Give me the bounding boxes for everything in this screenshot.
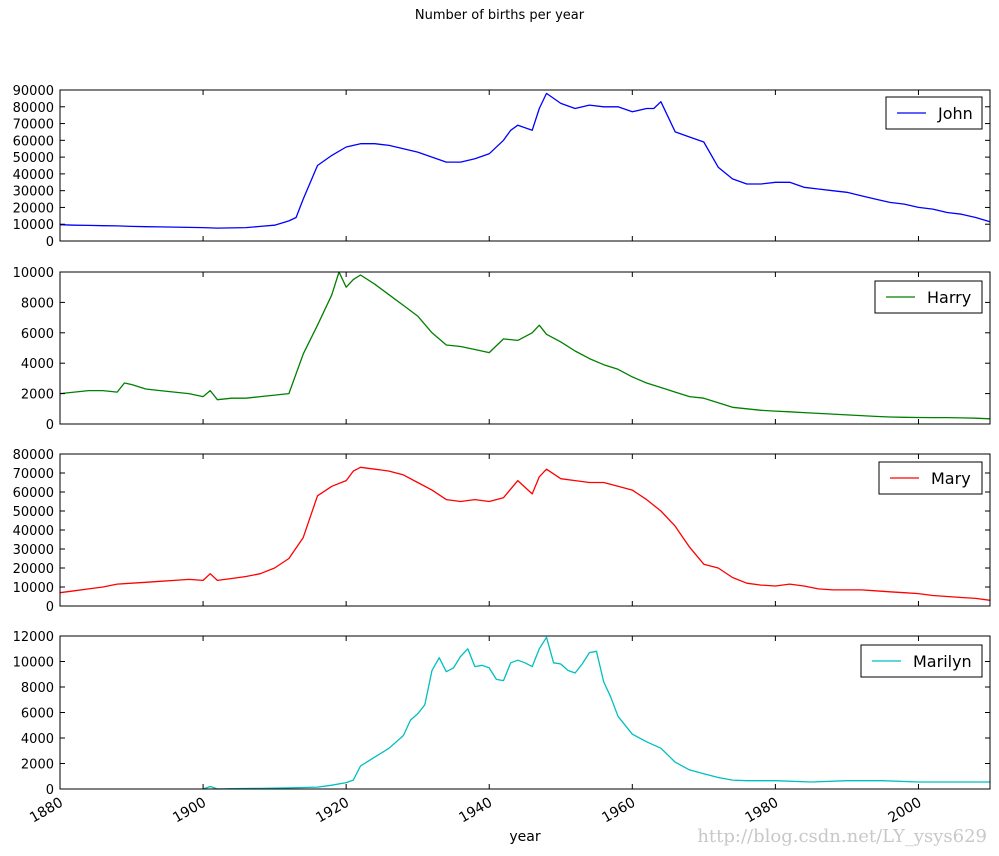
- y-tick-label: 0: [46, 235, 54, 250]
- chart-title: Number of births per year: [414, 8, 585, 23]
- y-tick-label: 12000: [13, 630, 54, 645]
- y-tick-label: 60000: [13, 486, 54, 501]
- x-tick-label: 2000: [886, 795, 925, 827]
- legend-label: Mary: [931, 469, 971, 488]
- y-tick-label: 50000: [13, 151, 54, 166]
- legend-box: [874, 280, 983, 314]
- y-tick-label: 6000: [21, 707, 54, 722]
- x-tick-label: 1900: [170, 795, 209, 827]
- x-tick-label: 1960: [599, 795, 638, 827]
- y-tick-label: 10000: [13, 656, 54, 671]
- axes-frame: [59, 453, 991, 607]
- x-axis-label: year: [509, 829, 541, 845]
- y-tick-label: 30000: [13, 543, 54, 558]
- y-tick-label: 50000: [13, 505, 54, 520]
- y-tick-label: 0: [46, 783, 54, 798]
- axes-frame: [59, 271, 991, 425]
- series-line-harry: [59, 271, 991, 420]
- legend-label: Marilyn: [913, 652, 972, 671]
- y-tick-label: 10000: [13, 581, 54, 596]
- y-tick-label: 30000: [13, 185, 54, 200]
- y-tick-label: 0: [46, 418, 54, 433]
- y-tick-label: 2000: [21, 388, 54, 403]
- y-tick-label: 20000: [13, 201, 54, 216]
- y-tick-label: 40000: [13, 524, 54, 539]
- y-tick-label: 4000: [21, 732, 54, 747]
- legend-label: Harry: [927, 288, 971, 307]
- axes-frame: [59, 635, 991, 790]
- y-tick-label: 70000: [13, 467, 54, 482]
- series-line-marilyn: [202, 636, 990, 790]
- panel-harry: 0 2000 4000 6000 8000 10000 Harry: [13, 266, 991, 433]
- y-tick-label: 8000: [21, 296, 54, 311]
- y-tick-label: 2000: [21, 758, 54, 773]
- y-tick-label: 8000: [21, 681, 54, 696]
- series-line-mary: [59, 466, 991, 601]
- panel-marilyn: 0 2000 4000 6000 8000 10000 12000 Marilyn: [13, 630, 991, 798]
- y-tick-label: 20000: [13, 562, 54, 577]
- y-tick-label: 80000: [13, 448, 54, 463]
- y-tick-label: 80000: [13, 101, 54, 116]
- y-tick-label: 4000: [21, 357, 54, 372]
- y-tick-label: 10000: [13, 218, 54, 233]
- panel-mary: 0 10000 20000 30000 40000 50000 60000 70000 8000…: [13, 448, 991, 615]
- x-tick-label: 1920: [313, 795, 352, 827]
- series-line-john: [59, 92, 991, 229]
- y-tick-label: 60000: [13, 134, 54, 149]
- y-tick-label: 0: [46, 600, 54, 615]
- x-tick-label: 1880: [27, 795, 66, 827]
- watermark-url: http://blog.csdn.net/LY_ysys629: [697, 826, 987, 847]
- axes-frame: [59, 89, 991, 242]
- y-tick-label: 70000: [13, 118, 54, 133]
- y-tick-label: 90000: [13, 84, 54, 99]
- y-tick-label: 6000: [21, 327, 54, 342]
- x-tick-label: 1940: [456, 795, 495, 827]
- y-tick-label: 10000: [13, 266, 54, 281]
- legend-label: John: [937, 104, 973, 123]
- x-tick-label: 1980: [743, 795, 782, 827]
- y-tick-label: 40000: [13, 168, 54, 183]
